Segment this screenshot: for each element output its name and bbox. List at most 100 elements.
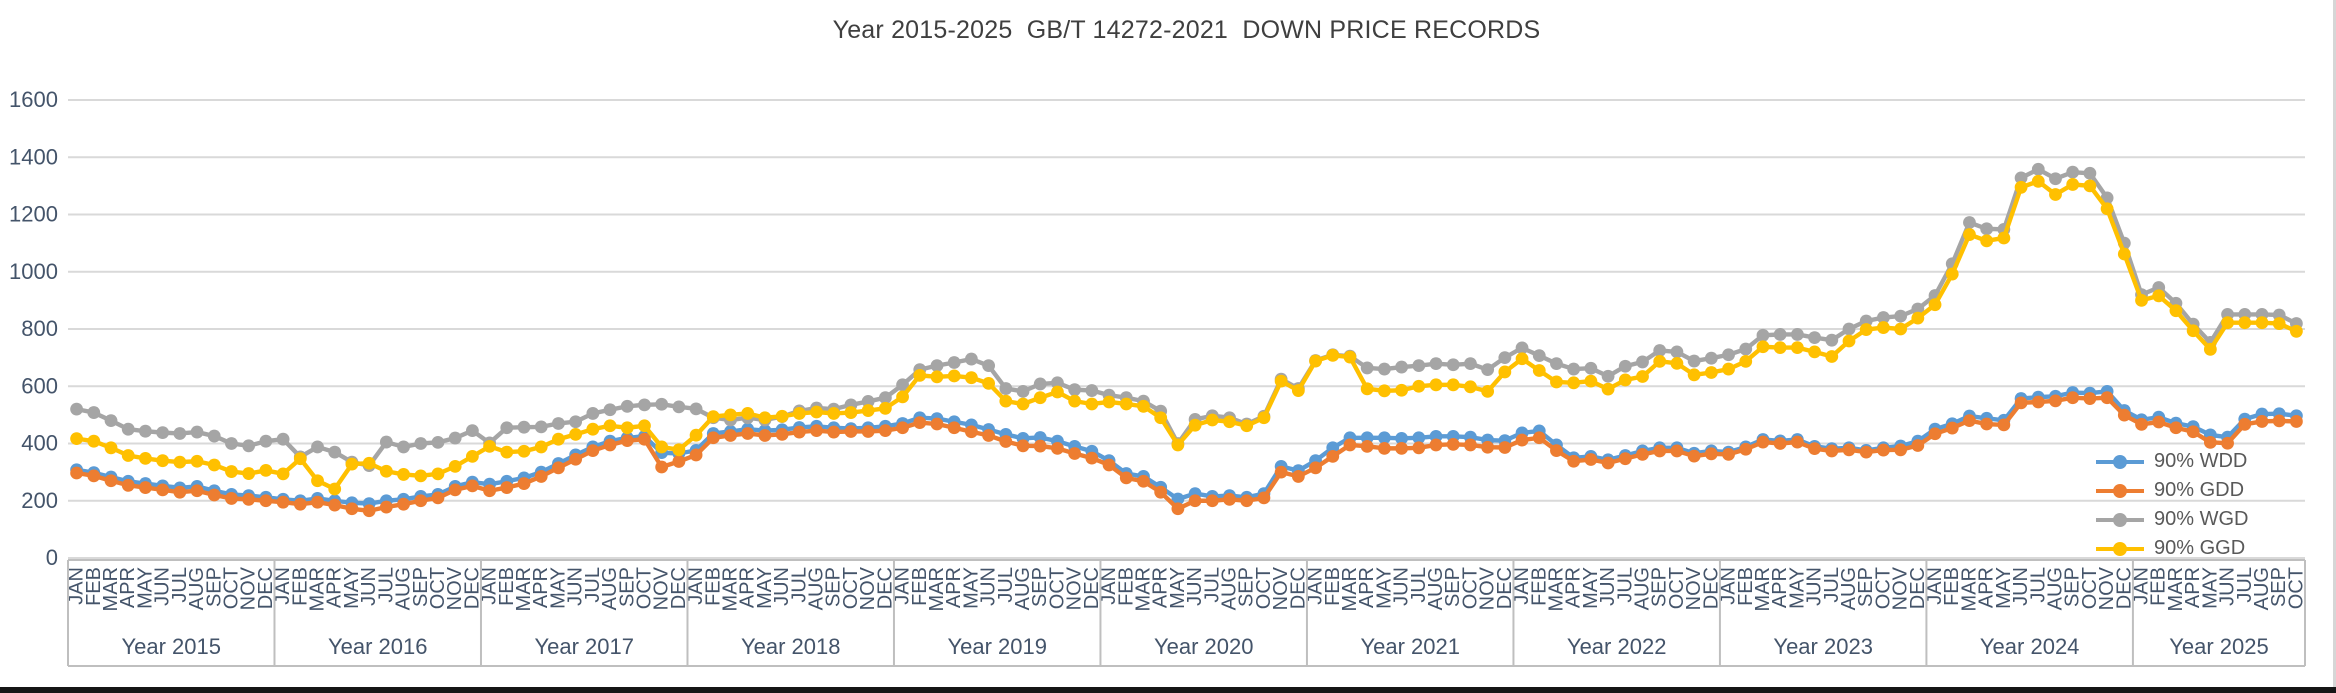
data-point-90-ggd-47 [878, 401, 892, 415]
month-label-126: JUL [2234, 567, 2256, 603]
data-point-90-wgd-79 [1429, 357, 1443, 371]
data-point-90-ggd-39 [741, 407, 755, 420]
data-point-90-ggd-73 [1326, 348, 1340, 362]
month-label-113: JUN [2010, 567, 2032, 606]
data-point-90-ggd-9 [225, 465, 238, 478]
month-label-69: OCT [1253, 567, 1275, 609]
data-point-90-gdd-81 [1464, 438, 1477, 452]
data-point-90-ggd-11 [259, 464, 273, 477]
legend-marker-90-gdd [2096, 483, 2144, 498]
data-point-90-gdd-20 [414, 494, 428, 508]
data-point-90-ggd-17 [362, 456, 376, 470]
month-label-53: JUN [978, 567, 1000, 606]
data-point-90-ggd-95 [1704, 366, 1718, 379]
data-point-90-ggd-122 [2169, 304, 2183, 318]
month-label-111: APR [1976, 567, 1998, 608]
month-label-0: JAN [66, 567, 88, 605]
data-point-90-wgd-9 [225, 437, 238, 450]
data-point-90-ggd-34 [655, 440, 669, 454]
data-point-90-ggd-56 [1033, 391, 1047, 405]
data-point-90-wgd-4 [139, 424, 152, 438]
data-point-90-wgd-0 [70, 402, 84, 416]
month-label-11: DEC [255, 567, 277, 609]
month-label-12: JAN [272, 567, 294, 605]
data-point-90-ggd-23 [465, 449, 479, 463]
month-label-50: MAR [926, 567, 948, 611]
data-point-90-wgd-31 [603, 403, 617, 417]
month-label-73: FEB [1322, 567, 1344, 606]
year-label-2022: Year 2022 [1567, 634, 1667, 659]
month-label-91: AUG [1632, 567, 1654, 610]
month-label-1: FEB [83, 567, 105, 606]
month-label-19: AUG [393, 567, 415, 610]
data-point-90-ggd-102 [1825, 350, 1839, 363]
data-point-90-gdd-98 [1756, 435, 1770, 449]
data-point-90-ggd-88 [1584, 374, 1598, 388]
data-point-90-ggd-20 [414, 469, 428, 483]
data-point-90-ggd-4 [139, 451, 152, 465]
data-point-90-gdd-116 [2066, 391, 2080, 405]
data-point-90-ggd-35 [672, 443, 686, 457]
month-label-42: JUL [788, 567, 810, 603]
data-point-90-gdd-43 [810, 424, 823, 438]
data-point-90-gdd-51 [947, 421, 961, 435]
data-point-90-wgd-22 [448, 431, 462, 445]
data-point-90-wgd-93 [1670, 345, 1684, 359]
data-point-90-gdd-75 [1360, 439, 1374, 453]
data-point-90-ggd-64 [1171, 438, 1185, 452]
data-point-90-ggd-61 [1119, 397, 1133, 411]
data-point-90-wgd-76 [1377, 362, 1391, 376]
data-point-90-gdd-58 [1068, 447, 1082, 460]
month-label-84: JAN [1511, 567, 1533, 605]
data-point-90-wgd-14 [311, 440, 324, 454]
month-label-80: SEP [1442, 567, 1464, 607]
month-label-95: DEC [1700, 567, 1722, 609]
data-point-90-ggd-28 [552, 432, 565, 446]
data-point-90-wgd-36 [689, 402, 703, 416]
month-label-4: MAY [134, 567, 156, 609]
month-label-114: JUL [2027, 567, 2049, 603]
data-point-90-wgd-6 [173, 427, 187, 440]
month-label-119: DEC [2113, 567, 2135, 609]
data-point-90-gdd-3 [121, 478, 135, 492]
window-right-edge [2333, 0, 2336, 693]
data-point-90-ggd-94 [1687, 368, 1701, 382]
data-point-90-ggd-44 [827, 407, 841, 420]
month-label-55: AUG [1012, 567, 1034, 610]
data-point-90-ggd-70 [1274, 374, 1288, 388]
data-point-90-gdd-23 [465, 479, 479, 493]
data-point-90-ggd-6 [173, 455, 187, 469]
data-point-90-gdd-13 [293, 497, 307, 511]
data-point-90-ggd-53 [982, 376, 996, 390]
month-label-6: JUL [169, 567, 191, 603]
month-label-15: APR [324, 567, 346, 608]
data-point-90-ggd-126 [2238, 316, 2252, 330]
month-label-20: SEP [410, 567, 432, 607]
month-label-63: APR [1150, 567, 1172, 608]
data-point-90-ggd-46 [861, 404, 875, 417]
data-point-90-wgd-81 [1464, 357, 1477, 371]
data-point-90-wgd-102 [1825, 333, 1839, 347]
month-label-98: MAR [1752, 567, 1774, 611]
data-point-90-wgd-2 [104, 414, 118, 427]
month-label-122: MAR [2165, 567, 2187, 611]
data-point-90-ggd-38 [724, 408, 737, 422]
data-point-90-wgd-101 [1808, 331, 1821, 344]
data-point-90-ggd-116 [2066, 178, 2080, 191]
data-point-90-gdd-83 [1498, 441, 1512, 454]
data-point-90-ggd-41 [775, 409, 789, 423]
data-point-90-gdd-87 [1567, 454, 1581, 468]
data-point-90-gdd-2 [104, 474, 118, 488]
month-label-18: JUL [375, 567, 397, 603]
data-point-90-ggd-68 [1240, 419, 1254, 433]
data-point-90-ggd-76 [1377, 384, 1391, 398]
month-label-100: MAY [1786, 567, 1808, 609]
data-point-90-gdd-66 [1205, 494, 1219, 508]
data-point-90-ggd-27 [534, 440, 548, 454]
month-label-82: NOV [1477, 566, 1499, 610]
data-point-90-ggd-91 [1636, 370, 1649, 383]
data-point-90-gdd-30 [586, 444, 600, 458]
month-label-31: AUG [599, 567, 621, 610]
data-point-90-ggd-29 [569, 427, 583, 441]
data-point-90-wdd-64 [1171, 492, 1185, 506]
